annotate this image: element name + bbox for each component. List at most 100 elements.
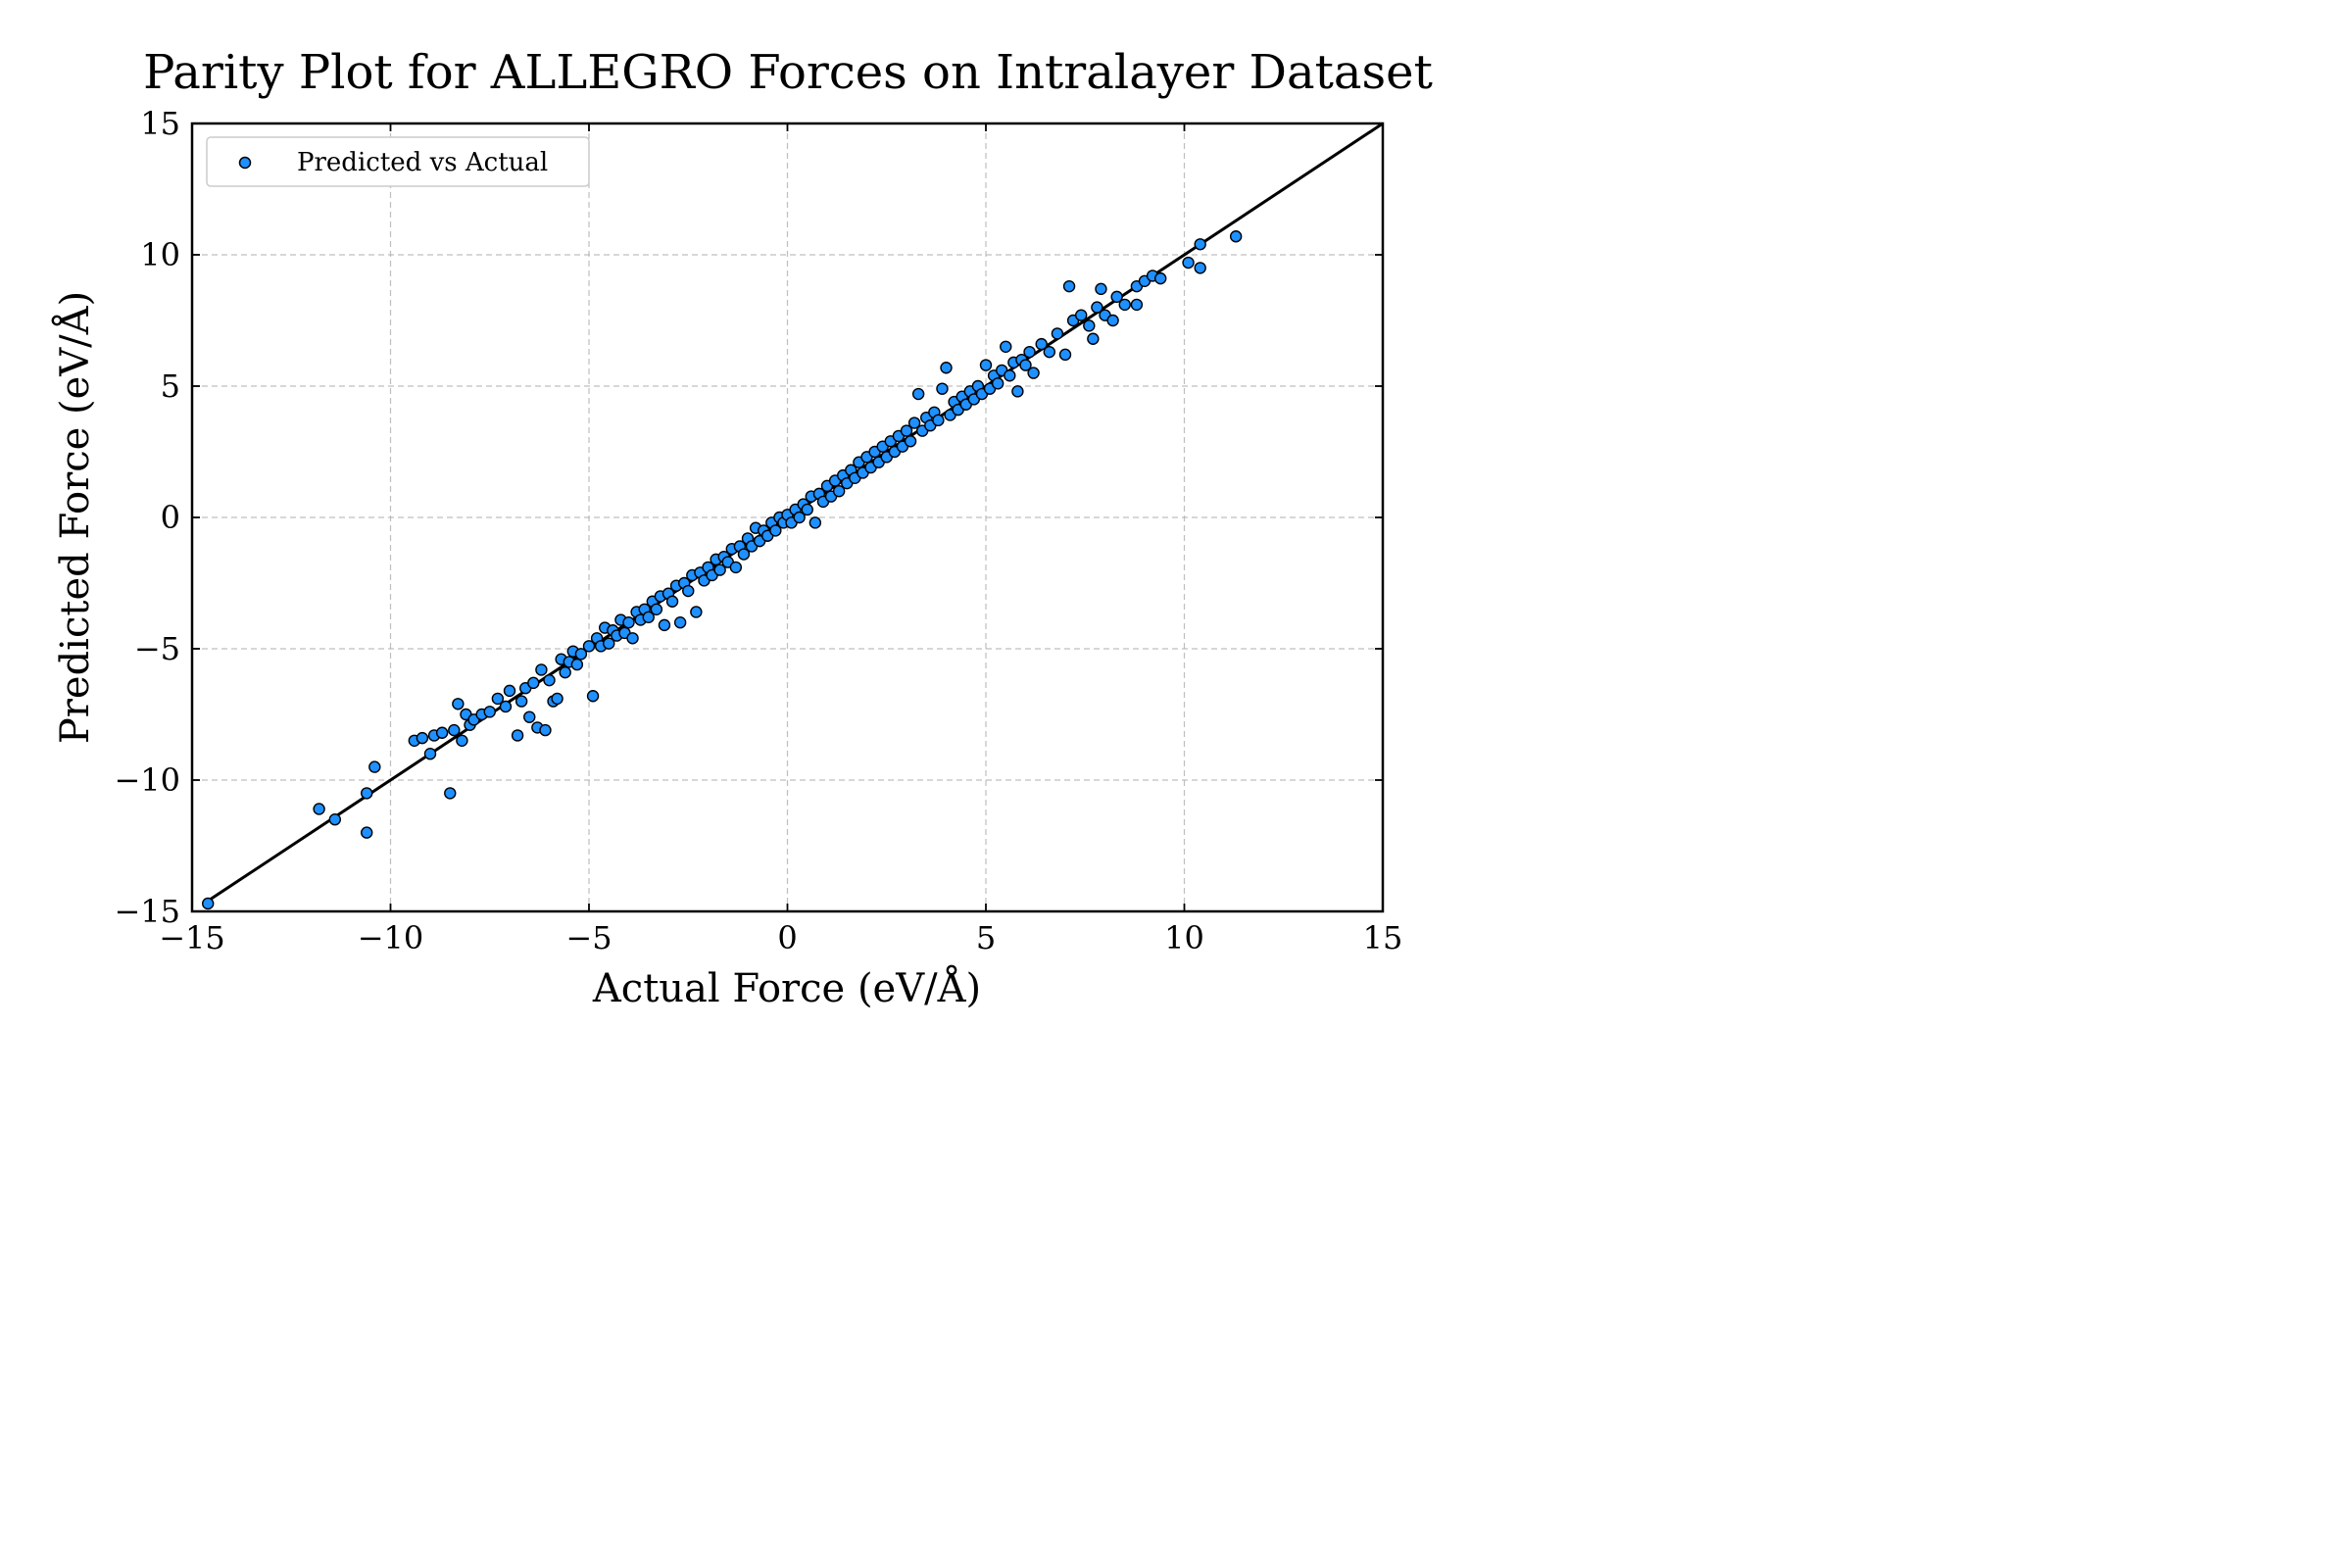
data-point: [1106, 314, 1119, 327]
x-tick-label: 10: [1164, 919, 1204, 956]
data-point: [499, 700, 513, 713]
data-point: [491, 692, 505, 706]
data-point: [539, 723, 552, 737]
data-point: [551, 692, 564, 706]
data-point: [907, 416, 921, 429]
x-tick-label: 5: [976, 919, 996, 956]
data-point: [1027, 367, 1040, 379]
data-point: [452, 698, 465, 710]
data-point: [1019, 359, 1032, 371]
data-point: [900, 424, 913, 437]
data-point: [932, 414, 945, 427]
data-point: [936, 382, 949, 395]
x-tick-label: 15: [1363, 919, 1403, 956]
data-point: [801, 503, 813, 516]
data-point: [642, 611, 655, 624]
data-point: [1229, 230, 1243, 243]
axis-ticks: −15 −10 −5 0 5 10 15 −15 −10 −5 0 5 10 15: [114, 105, 1402, 956]
y-tick-label: 0: [161, 499, 180, 536]
y-tick-label: −5: [134, 630, 180, 667]
x-tick-label: −15: [159, 919, 225, 956]
legend: Predicted vs Actual: [206, 136, 590, 187]
data-point: [729, 561, 743, 574]
data-point: [511, 729, 524, 742]
data-point: [626, 632, 639, 645]
chart-title: Parity Plot for ALLEGRO Forces on Intral…: [143, 45, 1433, 100]
data-point: [1043, 345, 1056, 359]
legend-label: Predicted vs Actual: [297, 148, 548, 177]
data-point: [368, 760, 381, 773]
data-point: [523, 710, 536, 723]
data-point: [665, 595, 679, 608]
data-point: [1000, 340, 1012, 353]
data-point: [1095, 282, 1107, 296]
data-point: [535, 663, 548, 676]
data-point: [991, 377, 1004, 390]
data-point: [911, 387, 925, 401]
data-point: [483, 706, 496, 718]
data-point: [650, 603, 663, 615]
legend-box: [206, 136, 590, 187]
data-point: [940, 362, 953, 374]
data-point: [673, 616, 687, 629]
y-axis-label: Predicted Force (eV/Å): [52, 291, 98, 744]
data-point: [574, 648, 588, 661]
data-point: [737, 548, 751, 561]
data-point: [1051, 327, 1064, 340]
scatter-points: [201, 230, 1243, 910]
data-point: [1194, 238, 1206, 251]
data-point: [416, 731, 429, 745]
data-point: [361, 826, 373, 839]
data-point: [1062, 279, 1076, 293]
data-point: [1004, 369, 1016, 382]
data-point: [1118, 298, 1131, 312]
data-point: [658, 618, 671, 632]
y-tick-label: −10: [114, 761, 180, 799]
data-point: [201, 897, 215, 910]
data-point: [582, 640, 596, 653]
x-tick-label: −10: [358, 919, 424, 956]
parity-scatter-chart: Parity Plot for ALLEGRO Forces on Intral…: [0, 0, 1512, 1028]
data-point: [808, 516, 822, 529]
data-point: [328, 813, 341, 826]
y-tick-label: 5: [161, 368, 180, 405]
y-tick-label: 10: [140, 236, 180, 273]
data-point: [543, 673, 556, 687]
data-point: [1011, 385, 1024, 398]
data-point: [1110, 290, 1123, 304]
x-tick-label: 0: [777, 919, 797, 956]
data-point: [423, 748, 437, 760]
data-point: [559, 665, 571, 679]
data-point: [1182, 256, 1195, 270]
data-point: [1087, 332, 1100, 345]
legend-marker: [238, 156, 252, 170]
data-point: [1083, 319, 1096, 332]
data-point: [435, 726, 449, 739]
data-point: [444, 787, 457, 800]
data-point: [586, 690, 600, 703]
data-point: [1091, 301, 1103, 314]
y-tick-label: 15: [140, 105, 180, 142]
data-point: [904, 435, 917, 448]
data-point: [622, 616, 635, 629]
data-point: [456, 734, 468, 747]
data-point: [514, 695, 528, 708]
data-point: [361, 787, 373, 800]
data-point: [1153, 271, 1167, 285]
data-point: [1074, 309, 1088, 321]
y-tick-label: −15: [114, 893, 180, 930]
data-point: [527, 676, 540, 690]
x-tick-label: −5: [565, 919, 612, 956]
data-point: [448, 723, 461, 737]
data-point: [1035, 337, 1048, 351]
data-point: [690, 606, 703, 618]
data-point: [832, 485, 846, 498]
data-point: [570, 658, 584, 671]
data-point: [313, 803, 325, 815]
data-point: [793, 511, 806, 524]
data-point: [603, 637, 615, 650]
data-point: [503, 684, 516, 698]
data-point: [1130, 298, 1144, 312]
x-axis-label: Actual Force (eV/Å): [592, 965, 981, 1011]
data-point: [1194, 262, 1206, 274]
